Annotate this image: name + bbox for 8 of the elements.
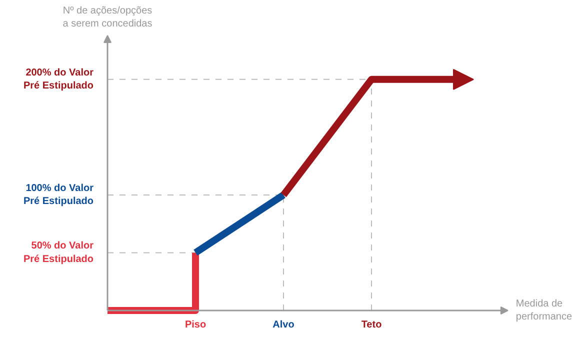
- x-axis-title: Medida de performance: [516, 298, 572, 323]
- y-tick-label: 50% do Valor Pré Estipulado: [23, 240, 94, 265]
- y-tick-label: 200% do Valor Pré Estipulado: [23, 67, 94, 92]
- x-tick-label: Teto: [361, 320, 382, 330]
- y-tick-label: 100% do Valor Pré Estipulado: [23, 182, 94, 208]
- x-tick-label: Piso: [184, 320, 206, 330]
- y-axis-title: Nº de ações/opções a serem concedidas: [62, 5, 152, 30]
- x-tick-label: Alvo: [272, 320, 294, 330]
